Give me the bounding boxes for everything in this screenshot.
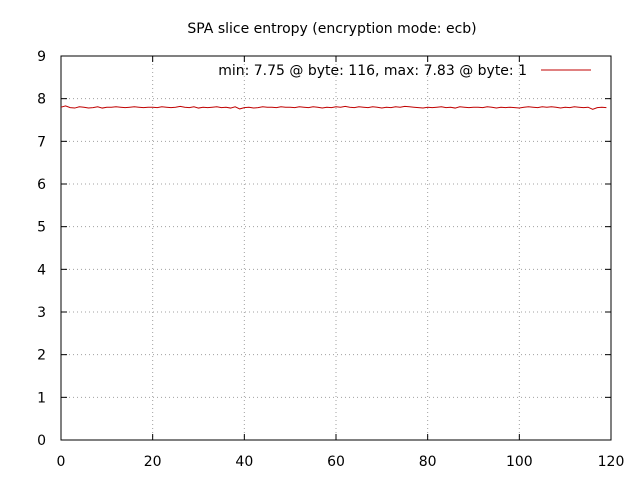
y-tick-label: 6 bbox=[37, 177, 46, 193]
series-layer bbox=[60, 105, 607, 110]
x-tick-label: 20 bbox=[144, 454, 162, 470]
y-tick-label: 3 bbox=[37, 305, 46, 321]
y-tick-label: 0 bbox=[37, 433, 46, 449]
y-axis-ticks: 0 1 2 3 4 5 6 7 8 9 bbox=[37, 49, 611, 449]
grid-lines bbox=[61, 56, 611, 440]
y-tick-label: 1 bbox=[37, 390, 46, 406]
y-tick-label: 5 bbox=[37, 220, 46, 236]
x-tick-label: 80 bbox=[419, 454, 437, 470]
x-tick-label: 100 bbox=[506, 454, 533, 470]
x-axis-ticks: 0 20 40 60 80 100 120 bbox=[57, 56, 625, 470]
x-tick-label: 40 bbox=[235, 454, 253, 470]
x-tick-label: 0 bbox=[57, 454, 66, 470]
y-tick-label: 8 bbox=[37, 92, 46, 108]
x-tick-label: 120 bbox=[598, 454, 625, 470]
series-line bbox=[60, 105, 607, 110]
legend: min: 7.75 @ byte: 116, max: 7.83 @ byte:… bbox=[218, 63, 591, 79]
y-tick-label: 2 bbox=[37, 348, 46, 364]
y-tick-label: 4 bbox=[37, 262, 46, 278]
legend-label: min: 7.75 @ byte: 116, max: 7.83 @ byte:… bbox=[218, 63, 527, 79]
y-tick-label: 7 bbox=[37, 134, 46, 150]
x-tick-label: 60 bbox=[327, 454, 345, 470]
y-tick-label: 9 bbox=[37, 49, 46, 65]
plot-frame bbox=[60, 55, 612, 441]
chart-title: SPA slice entropy (encryption mode: ecb) bbox=[187, 21, 476, 37]
